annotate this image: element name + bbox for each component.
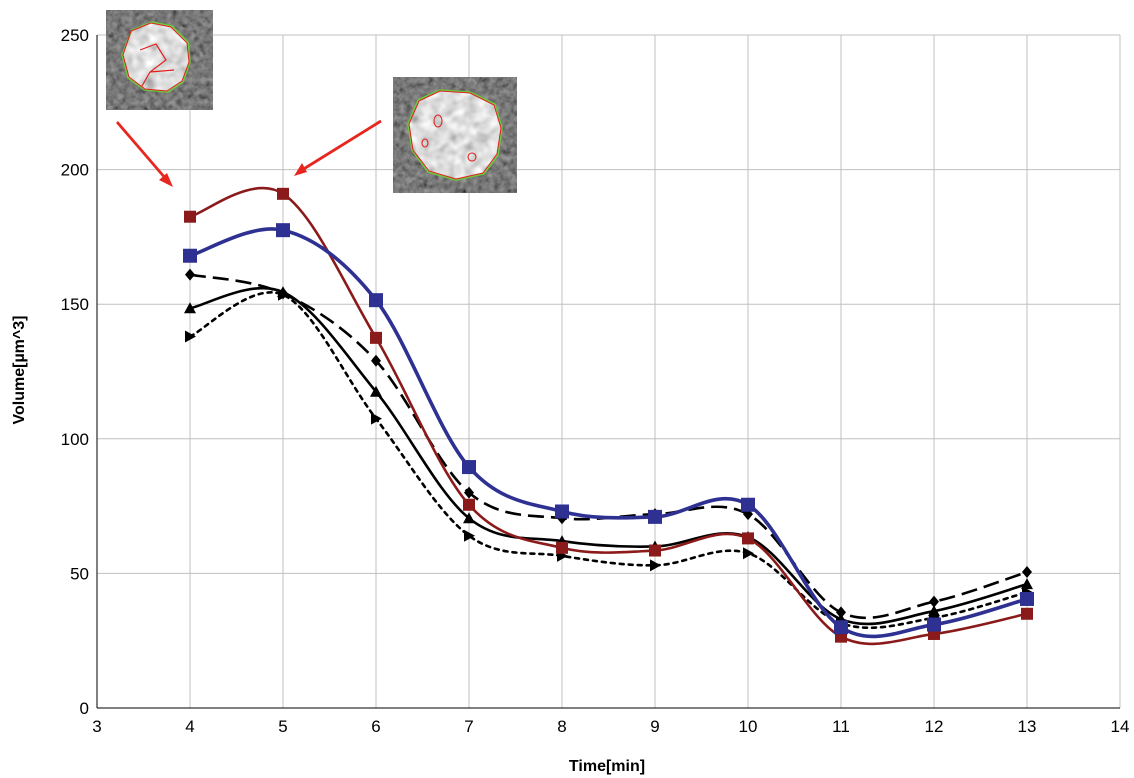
data-point-marker	[370, 331, 382, 344]
series-line	[189, 273, 1028, 620]
series-5	[185, 288, 1033, 630]
data-point-marker	[184, 302, 196, 314]
series-line	[189, 186, 1028, 646]
data-point-marker	[556, 541, 568, 554]
cell-image-inset-2	[393, 77, 517, 193]
arrow-1-head	[159, 173, 173, 187]
x-tick-label: 12	[925, 717, 944, 736]
data-point-marker	[464, 486, 474, 499]
x-tick-label: 8	[557, 717, 566, 736]
series-1	[183, 223, 1034, 639]
data-point-marker	[371, 412, 382, 425]
arrow-2	[301, 119, 382, 172]
y-tick-label: 200	[61, 161, 89, 180]
data-point-marker	[648, 509, 662, 524]
data-point-marker	[463, 498, 475, 511]
data-point-marker	[1021, 578, 1033, 590]
data-point-marker	[834, 620, 848, 635]
data-point-marker	[462, 460, 476, 475]
data-point-marker	[370, 385, 382, 397]
y-tick-label: 50	[70, 564, 89, 583]
y-axis-title: Volume[µm^3]	[11, 316, 28, 425]
x-tick-label: 13	[1018, 717, 1037, 736]
x-tick-label: 10	[739, 717, 758, 736]
annotation-arrows	[115, 119, 382, 187]
series-line	[189, 227, 1028, 639]
axes	[96, 35, 1120, 709]
data-series	[183, 186, 1034, 646]
data-point-marker	[927, 617, 941, 632]
x-tick-label: 5	[278, 717, 287, 736]
data-point-marker	[276, 223, 290, 238]
x-axis-title: Time[min]	[569, 758, 645, 775]
x-tick-label: 11	[832, 717, 850, 736]
data-point-marker	[836, 606, 846, 619]
data-point-marker	[741, 497, 755, 512]
x-tick-labels: 3 4 5 6 7 8 9 10 11 12 13 14	[92, 717, 1129, 736]
data-point-marker	[184, 210, 196, 223]
data-point-marker	[742, 532, 754, 545]
x-tick-label: 6	[371, 717, 380, 736]
data-point-marker	[1022, 566, 1032, 579]
data-point-marker	[649, 544, 661, 557]
data-point-marker	[371, 354, 381, 367]
x-tick-label: 4	[185, 717, 194, 736]
data-point-marker	[743, 508, 753, 521]
x-tick-label: 3	[92, 717, 101, 736]
y-tick-label: 100	[61, 430, 89, 449]
data-point-marker	[277, 187, 289, 200]
data-point-marker	[185, 268, 195, 281]
cell-image-inset-1	[106, 10, 213, 110]
data-point-marker	[463, 512, 475, 524]
x-tick-label: 9	[650, 717, 659, 736]
series-line	[189, 286, 1028, 626]
data-point-marker	[185, 330, 196, 343]
data-point-marker	[743, 547, 754, 560]
data-point-marker	[1020, 591, 1034, 606]
series-2	[184, 186, 1033, 646]
y-tick-label: 0	[80, 699, 89, 718]
arrow-2-head	[294, 163, 307, 176]
data-point-marker	[183, 248, 197, 263]
data-point-marker	[650, 559, 661, 572]
data-point-marker	[929, 595, 939, 608]
data-point-marker	[369, 293, 383, 308]
y-tick-labels: 0 50 100 150 200 250	[61, 26, 89, 718]
data-point-marker	[555, 504, 569, 519]
arrow-1	[115, 121, 168, 180]
data-point-marker	[464, 529, 475, 542]
gridlines	[96, 34, 1121, 709]
y-tick-label: 150	[61, 295, 89, 314]
y-tick-label: 250	[61, 26, 89, 45]
x-tick-label: 14	[1111, 717, 1130, 736]
series-line	[188, 291, 1029, 630]
data-point-marker	[1021, 607, 1033, 620]
x-tick-label: 7	[464, 717, 473, 736]
data-point-marker	[278, 288, 289, 301]
